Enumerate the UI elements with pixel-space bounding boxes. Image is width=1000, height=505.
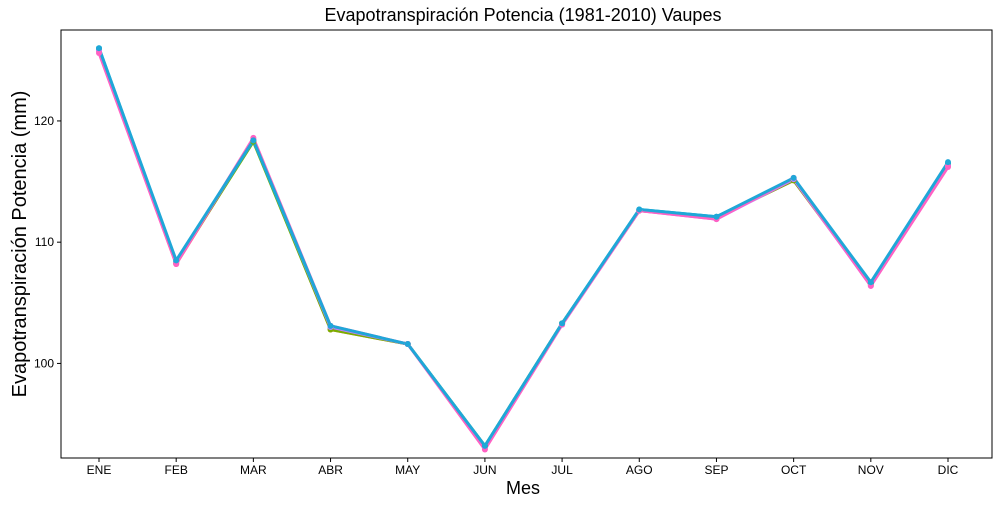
data-point-s6-sep xyxy=(713,213,720,220)
x-tick-label-dic: DIC xyxy=(938,463,959,477)
x-tick-label-abr: ABR xyxy=(318,463,343,477)
x-tick-label-may: MAY xyxy=(395,463,420,477)
series-line-6 xyxy=(97,46,950,448)
data-point-s5-ene xyxy=(96,50,102,57)
y-tick-label-120: 120 xyxy=(34,114,54,128)
data-point-s6-dic xyxy=(945,159,951,166)
series-lines xyxy=(97,46,950,452)
plot-panel xyxy=(60,29,993,459)
data-point-s6-nov xyxy=(867,279,874,286)
data-point-s5-dic xyxy=(945,164,951,171)
data-point-s6-may xyxy=(404,341,411,348)
y-axis: 100 110 120 xyxy=(34,114,61,370)
data-point-s6-jul xyxy=(559,320,566,327)
x-tick-label-nov: NOV xyxy=(858,463,884,477)
y-axis-title: Evapotranspiración Potencia (mm) xyxy=(9,91,31,398)
data-point-s6-abr xyxy=(327,322,334,329)
x-axis-title: Mes xyxy=(506,478,540,498)
x-tick-label-jun: JUN xyxy=(473,463,496,477)
chart-title: Evapotranspiración Potencia (1981-2010) … xyxy=(325,5,722,25)
x-tick-label-ago: AGO xyxy=(626,463,653,477)
y-tick-label-100: 100 xyxy=(34,356,54,370)
x-tick-label-jul: JUL xyxy=(551,463,573,477)
data-point-s6-feb xyxy=(173,257,180,264)
x-tick-label-ene: ENE xyxy=(87,463,112,477)
series-points xyxy=(96,45,951,453)
x-tick-label-oct: OCT xyxy=(781,463,807,477)
data-point-s6-oct xyxy=(790,174,797,181)
x-axis: ENE FEB MAR ABR MAY JUN JUL AGO SEP OCT NOV DIC xyxy=(87,458,959,477)
data-point-s6-ene xyxy=(96,45,102,52)
data-point-s6-jun xyxy=(481,442,488,449)
y-tick-label-110: 110 xyxy=(35,235,54,249)
x-tick-label-feb: FEB xyxy=(165,463,188,477)
data-point-s6-ago xyxy=(636,206,643,213)
x-tick-label-sep: SEP xyxy=(704,463,728,477)
data-point-s6-mar xyxy=(250,137,257,144)
x-tick-label-mar: MAR xyxy=(240,463,267,477)
